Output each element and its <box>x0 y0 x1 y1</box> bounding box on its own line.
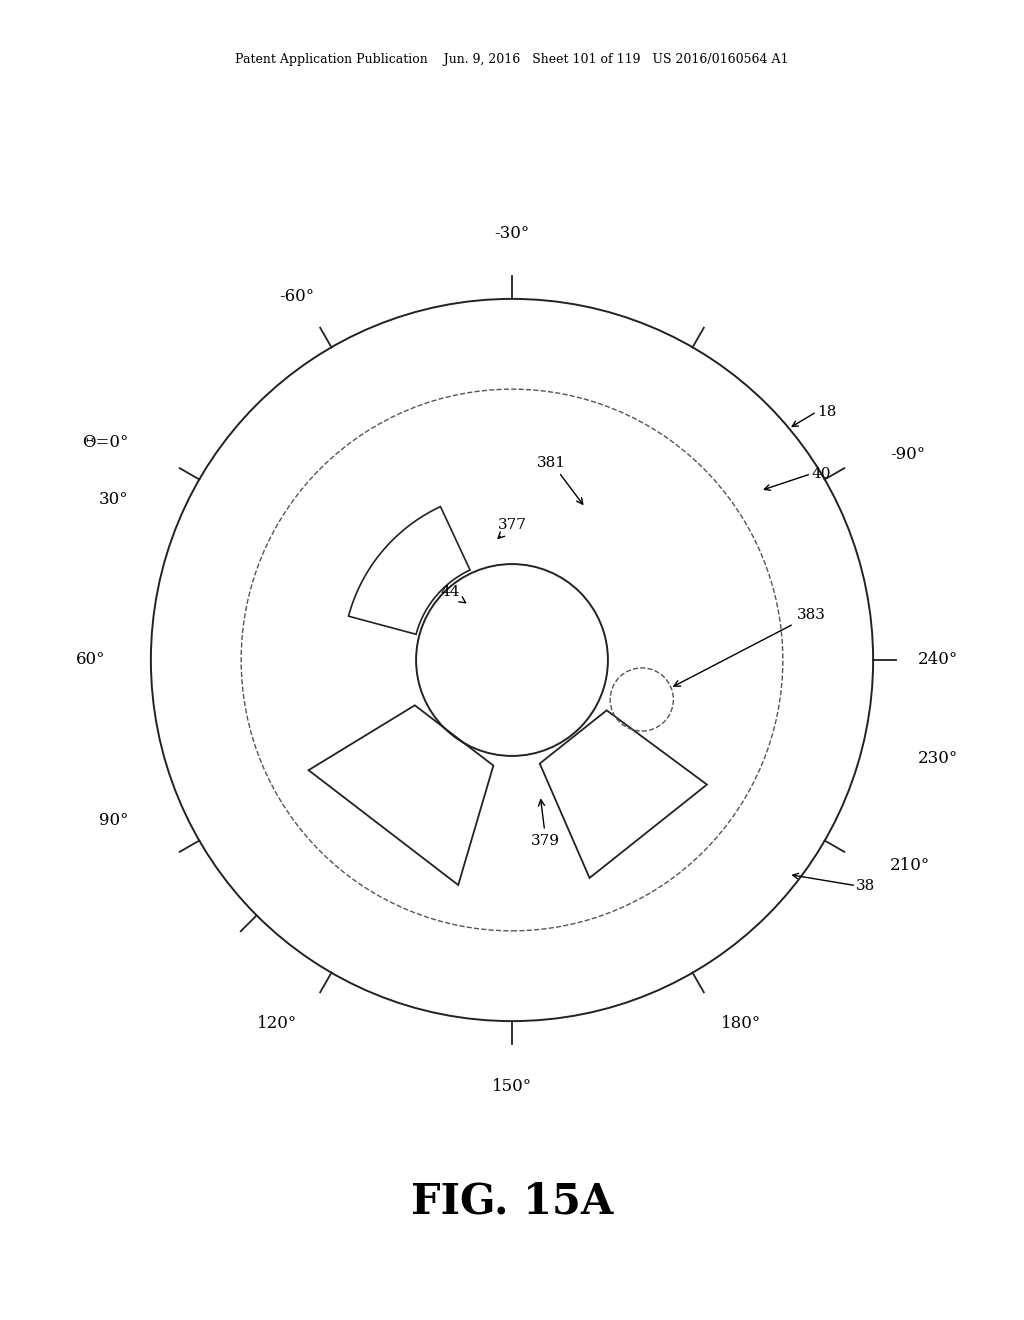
Text: 120°: 120° <box>257 1015 298 1032</box>
Text: -30°: -30° <box>495 226 529 243</box>
Text: 230°: 230° <box>919 750 958 767</box>
Text: 210°: 210° <box>890 858 930 874</box>
Text: 44: 44 <box>440 585 466 603</box>
Text: 150°: 150° <box>492 1077 532 1094</box>
Text: 383: 383 <box>674 607 825 686</box>
Text: FIG. 15A: FIG. 15A <box>411 1180 613 1222</box>
Text: Θ=0°: Θ=0° <box>82 434 128 451</box>
Text: 38: 38 <box>856 879 876 892</box>
Text: 40: 40 <box>811 467 830 480</box>
Text: 30°: 30° <box>98 491 128 508</box>
Text: 377: 377 <box>498 517 526 539</box>
Text: 90°: 90° <box>98 812 128 829</box>
Text: 180°: 180° <box>721 1015 761 1032</box>
Text: -60°: -60° <box>280 288 314 305</box>
Polygon shape <box>540 710 707 878</box>
Text: 381: 381 <box>537 455 583 504</box>
Text: 60°: 60° <box>76 652 105 668</box>
Polygon shape <box>348 507 470 635</box>
Text: 379: 379 <box>531 800 560 847</box>
Text: Patent Application Publication    Jun. 9, 2016   Sheet 101 of 119   US 2016/0160: Patent Application Publication Jun. 9, 2… <box>236 53 788 66</box>
Text: 240°: 240° <box>919 652 958 668</box>
Text: 18: 18 <box>817 405 836 418</box>
Polygon shape <box>308 705 494 884</box>
Text: -90°: -90° <box>890 446 925 462</box>
